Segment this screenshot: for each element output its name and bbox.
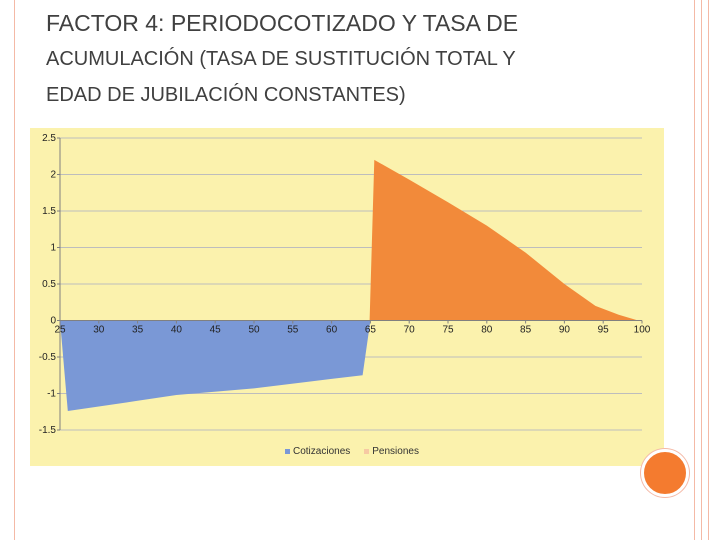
x-tick-label-1: 30 bbox=[93, 325, 105, 336]
x-tick-label-0: 25 bbox=[54, 325, 66, 336]
x-tick-label-4: 45 bbox=[210, 325, 222, 336]
legend-swatch-pensiones bbox=[364, 449, 370, 454]
frame-line-right-3 bbox=[708, 0, 709, 540]
legend-item-cotizaciones: Cotizaciones bbox=[285, 446, 350, 457]
x-tick-label-10: 75 bbox=[442, 325, 454, 336]
chart-legend: Cotizaciones Pensiones bbox=[285, 446, 419, 457]
y-tick-label-7: -1 bbox=[47, 389, 56, 400]
y-tick-label-4: 0.5 bbox=[42, 279, 56, 290]
x-tick-label-14: 95 bbox=[598, 325, 610, 336]
slide-title-line-3: EDAD DE JUBILACIÓN CONSTANTES) bbox=[46, 84, 406, 106]
series-area-pensiones bbox=[369, 159, 639, 321]
slide-title-line-2: ACUMULACIÓN (TASA DE SUSTITUCIÓN TOTAL Y bbox=[46, 48, 516, 70]
x-tick-label-15: 100 bbox=[634, 325, 651, 336]
y-tick-label-3: 1 bbox=[50, 243, 56, 254]
x-tick-label-5: 50 bbox=[248, 325, 260, 336]
frame-line-right-2 bbox=[701, 0, 702, 540]
chart-container: 2.5 2 1.5 1 0.5 0 -0.5 -1 -1.5 25 30 35 40 45 50 55 60 65… bbox=[30, 128, 664, 466]
y-tick-label-0: 2.5 bbox=[42, 133, 56, 144]
x-tick-label-6: 55 bbox=[287, 325, 299, 336]
x-tick-label-9: 70 bbox=[404, 325, 416, 336]
y-tick-label-1: 2 bbox=[50, 170, 56, 181]
legend-item-pensiones: Pensiones bbox=[364, 446, 419, 457]
decorative-circle bbox=[641, 449, 689, 497]
legend-label-cotizaciones: Cotizaciones bbox=[293, 446, 351, 457]
x-tick-label-7: 60 bbox=[326, 325, 338, 336]
slide-title-line-1: FACTOR 4: PERIODOCOTIZADO Y TASA DE bbox=[46, 10, 519, 36]
x-tick-label-13: 90 bbox=[559, 325, 571, 336]
series-area-cotizaciones bbox=[60, 320, 371, 411]
frame-line-left bbox=[14, 0, 15, 540]
y-tick-label-6: -0.5 bbox=[39, 352, 57, 363]
x-tick-label-11: 80 bbox=[481, 325, 493, 336]
y-tick-label-2: 1.5 bbox=[42, 206, 56, 217]
x-tick-label-2: 35 bbox=[132, 325, 144, 336]
y-tick-label-8: -1.5 bbox=[39, 425, 57, 436]
legend-swatch-cotizaciones bbox=[285, 449, 290, 454]
legend-label-pensiones: Pensiones bbox=[372, 446, 419, 457]
area-chart: 2.5 2 1.5 1 0.5 0 -0.5 -1 -1.5 25 30 35 40 45 50 55 60 65… bbox=[30, 128, 664, 466]
frame-line-right-1 bbox=[694, 0, 695, 540]
y-tick-label-5: 0 bbox=[50, 316, 56, 327]
x-tick-label-3: 40 bbox=[171, 325, 183, 336]
x-tick-label-12: 85 bbox=[520, 325, 532, 336]
x-tick-label-8: 65 bbox=[365, 325, 377, 336]
